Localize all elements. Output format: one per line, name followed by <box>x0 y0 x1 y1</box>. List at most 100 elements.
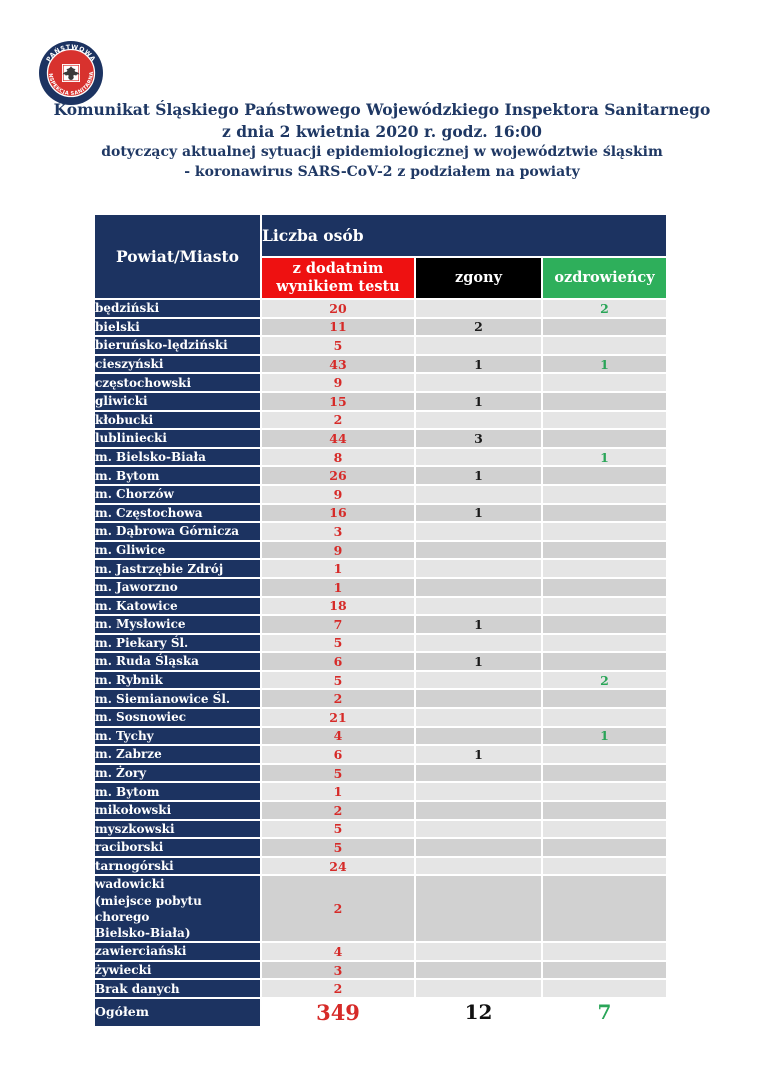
positive-count: 5 <box>262 820 414 838</box>
deaths-count <box>416 541 541 559</box>
table-row: m. Chorzów 9 <box>95 485 666 503</box>
table-row: m. Jastrzębie Zdrój 1 <box>95 560 666 577</box>
county-name: bieruńsko-lędziński <box>95 337 260 354</box>
deaths-count: 1 <box>416 467 541 484</box>
table-row: m. Rybnik 5 2 <box>95 671 666 689</box>
table-row: częstochowski 9 <box>95 374 666 391</box>
positive-count: 9 <box>262 485 414 503</box>
county-name: m. Bytom <box>95 783 260 801</box>
county-name: m. Zabrze <box>95 746 260 763</box>
deaths-count: 1 <box>416 355 541 373</box>
table-row: zawierciański 4 <box>95 943 666 960</box>
deaths-count: 1 <box>416 746 541 763</box>
recovered-count <box>543 467 666 484</box>
recovered-count <box>543 337 666 354</box>
county-name: lubliniecki <box>95 430 260 447</box>
table-row: m. Zabrze 6 1 <box>95 746 666 763</box>
table-row: m. Siemianowice Śl. 2 <box>95 690 666 708</box>
table-row: m. Ruda Śląska 6 1 <box>95 653 666 670</box>
positive-count: 20 <box>262 300 414 317</box>
positive-count: 5 <box>262 671 414 689</box>
positive-count: 5 <box>262 839 414 856</box>
recovered-count <box>543 943 666 960</box>
positive-count: 3 <box>262 961 414 979</box>
deaths-count <box>416 876 541 942</box>
positive-count: 21 <box>262 709 414 726</box>
recovered-count: 1 <box>543 448 666 466</box>
positive-count: 5 <box>262 337 414 354</box>
total-recovered: 7 <box>543 998 666 1026</box>
positive-count: 16 <box>262 504 414 522</box>
positive-count: 9 <box>262 374 414 391</box>
positive-count: 11 <box>262 318 414 336</box>
deaths-count <box>416 634 541 652</box>
table-row: gliwicki 15 1 <box>95 392 666 410</box>
deaths-count <box>416 411 541 429</box>
cases-table: Powiat/Miasto Liczba osób z dodatnim wyn… <box>93 213 668 1028</box>
county-name: będziński <box>95 300 260 317</box>
recovered-count <box>543 392 666 410</box>
county-name: m. Siemianowice Śl. <box>95 690 260 708</box>
county-name: m. Katowice <box>95 597 260 615</box>
deaths-count <box>416 597 541 615</box>
positive-count: 6 <box>262 653 414 670</box>
positive-count: 1 <box>262 783 414 801</box>
deaths-count: 1 <box>416 392 541 410</box>
recovered-count <box>543 876 666 942</box>
recovered-count <box>543 430 666 447</box>
recovered-count <box>543 374 666 391</box>
sanepid-logo-badge: PAŃSTWOWA INSPEKCJA SANITARNA <box>37 36 103 105</box>
deaths-count <box>416 839 541 856</box>
recovered-count <box>543 485 666 503</box>
recovered-count: 2 <box>543 671 666 689</box>
recovered-column-header: ozdrowieńcy <box>543 258 666 298</box>
positive-count: 2 <box>262 980 414 997</box>
title-line-1: Komunikat Śląskiego Państwowego Wojewódz… <box>53 100 711 119</box>
deaths-count <box>416 961 541 979</box>
table-row: m. Częstochowa 16 1 <box>95 504 666 522</box>
deaths-count <box>416 578 541 596</box>
deaths-count <box>416 709 541 726</box>
positive-count: 1 <box>262 578 414 596</box>
table-row: kłobucki 2 <box>95 411 666 429</box>
positive-count: 2 <box>262 802 414 819</box>
county-name: Brak danych <box>95 980 260 997</box>
deaths-count <box>416 374 541 391</box>
title-line-2: z dnia 2 kwietnia 2020 r. godz. 16:00 <box>222 122 542 141</box>
recovered-count <box>543 820 666 838</box>
liczba-osob-header: Liczba osób <box>262 215 666 256</box>
positive-count: 5 <box>262 764 414 782</box>
county-name: gliwicki <box>95 392 260 410</box>
recovered-count <box>543 523 666 540</box>
county-name: m. Piekary Śl. <box>95 634 260 652</box>
deaths-count <box>416 560 541 577</box>
recovered-count <box>543 961 666 979</box>
table-row: raciborski 5 <box>95 839 666 856</box>
county-name: bielski <box>95 318 260 336</box>
recovered-count <box>543 634 666 652</box>
recovered-count <box>543 690 666 708</box>
recovered-count <box>543 578 666 596</box>
recovered-count <box>543 653 666 670</box>
positive-count: 7 <box>262 616 414 633</box>
county-name: mikołowski <box>95 802 260 819</box>
logo-shield-border <box>62 64 80 82</box>
table-row: m. Piekary Śl. 5 <box>95 634 666 652</box>
table-header: Powiat/Miasto Liczba osób z dodatnim wyn… <box>95 215 666 298</box>
total-deaths: 12 <box>416 998 541 1026</box>
county-name: raciborski <box>95 839 260 856</box>
positive-count: 5 <box>262 634 414 652</box>
table-body: będziński 20 2 bielski 11 2 bieruńsko-lędzińsk… <box>95 300 666 997</box>
positive-count: 4 <box>262 727 414 745</box>
county-name: kłobucki <box>95 411 260 429</box>
positive-count: 2 <box>262 876 414 942</box>
deaths-count <box>416 727 541 745</box>
county-name: m. Bielsko-Biała <box>95 448 260 466</box>
county-name: tarnogórski <box>95 857 260 875</box>
county-name: żywiecki <box>95 961 260 979</box>
table-row: m. Gliwice 9 <box>95 541 666 559</box>
county-name: m. Żory <box>95 764 260 782</box>
table-row: bieruńsko-lędziński 5 <box>95 337 666 354</box>
table-row: m. Bytom 26 1 <box>95 467 666 484</box>
